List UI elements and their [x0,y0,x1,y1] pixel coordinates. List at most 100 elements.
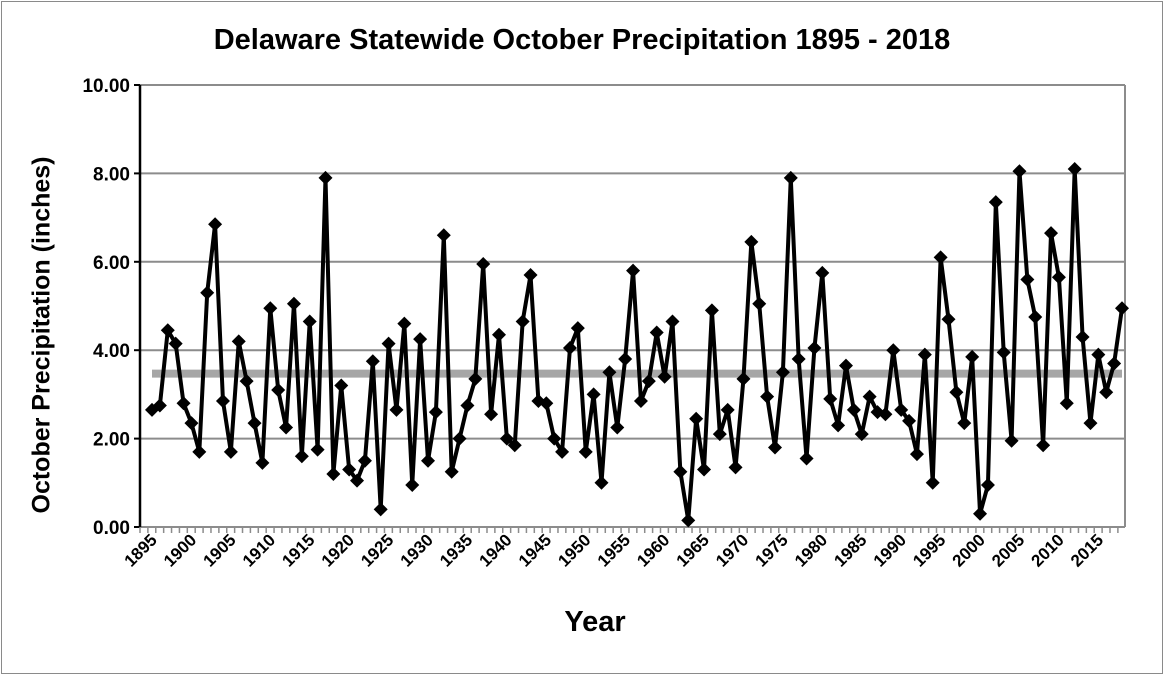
data-point [547,431,562,446]
x-tick-label: 1955 [594,530,634,570]
data-point [752,296,767,311]
data-point [618,352,633,367]
data-point [1091,347,1106,362]
data-point [689,411,704,426]
data-point [626,263,641,278]
x-tick-label: 1970 [712,530,752,570]
data-point [799,451,814,466]
data-point [421,453,436,468]
data-point [902,413,917,428]
x-tick-label: 1920 [318,530,358,570]
data-point [499,431,514,446]
x-tick-label: 1910 [239,530,279,570]
data-point [389,402,404,417]
data-point [641,374,656,389]
y-tick-label: 0.00 [93,518,130,539]
data-point [1115,301,1129,316]
data-point [917,347,932,362]
data-point [286,296,301,311]
data-point [783,170,798,185]
data-point [507,438,522,453]
data-point [823,391,838,406]
data-point [555,444,570,459]
data-point [775,365,790,380]
data-point [365,354,380,369]
data-point [1107,356,1122,371]
data-point [949,385,964,400]
data-point [523,268,538,283]
data-point [247,416,262,431]
data-point [578,444,593,459]
x-tick-label: 1975 [752,530,792,570]
data-point [515,314,530,329]
data-point [381,336,396,351]
data-point [468,371,483,386]
data-point [1059,396,1074,411]
data-point [184,416,199,431]
data-point [318,170,333,185]
chart-title: Delaware Statewide October Precipitation… [213,24,951,56]
y-tick-label: 8.00 [93,164,130,185]
data-point [697,462,712,477]
data-point [878,407,893,422]
data-point [208,217,223,232]
data-point [176,396,191,411]
data-point [168,336,183,351]
data-point [294,449,309,464]
data-point [1075,329,1090,344]
x-tick-label: 1930 [397,530,437,570]
x-tick-label: 2000 [949,530,989,570]
data-point [1004,433,1019,448]
data-point [649,325,664,340]
data-point [326,466,341,481]
data-point [988,195,1003,210]
data-point [633,394,648,409]
data-point [704,303,719,318]
data-point [160,323,175,338]
data-point [223,444,238,459]
data-point [728,460,743,475]
x-tick-label: 1985 [830,530,870,570]
data-point [373,502,388,517]
series-line [151,166,1124,523]
data-point [452,431,467,446]
x-tick-label: 1960 [633,530,673,570]
x-tick-label: 2015 [1067,530,1107,570]
y-tick-label: 6.00 [93,253,130,274]
data-point [397,316,412,331]
data-point [310,442,325,457]
x-tick-label: 1980 [791,530,831,570]
x-tick-label: 1905 [200,530,240,570]
data-point [657,369,672,384]
x-tick-label: 1900 [160,530,200,570]
data-point [791,352,806,367]
data-point [854,427,869,442]
data-point [760,389,775,404]
x-tick-label: 1925 [357,530,397,570]
data-point [1099,385,1114,400]
data-point [602,365,617,380]
data-point [586,387,601,402]
x-axis-label: Year [564,606,626,638]
data-point [957,416,972,431]
x-tick-label: 1940 [476,530,516,570]
data-point [831,418,846,433]
data-point [491,327,506,342]
data-point [681,513,696,528]
data-point [255,455,270,470]
data-point [239,374,254,389]
data-point [231,334,246,349]
data-point [271,382,286,397]
data-point [973,506,988,521]
y-tick-label: 10.00 [82,76,130,97]
data-point [886,343,901,358]
data-point [965,349,980,364]
data-point [1020,272,1035,287]
data-point [894,402,909,417]
x-tick-label: 2010 [1028,530,1068,570]
data-point [933,250,948,265]
data-point [1083,416,1098,431]
x-tick-label: 1990 [870,530,910,570]
